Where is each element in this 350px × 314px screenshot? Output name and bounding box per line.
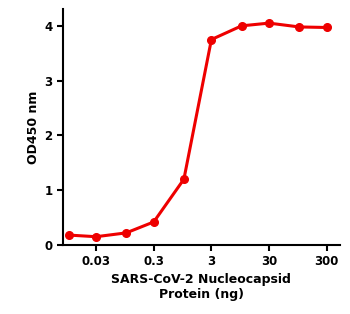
X-axis label: SARS-CoV-2 Nucleocapsid
Protein (ng): SARS-CoV-2 Nucleocapsid Protein (ng) — [111, 273, 291, 300]
Y-axis label: OD450 nm: OD450 nm — [27, 90, 40, 164]
